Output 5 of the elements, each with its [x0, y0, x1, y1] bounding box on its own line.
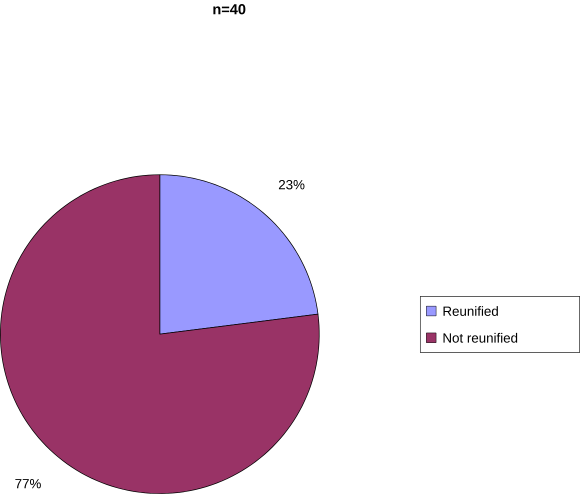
data-label: 77% — [15, 479, 41, 488]
legend-label: Not reunified — [444, 332, 518, 343]
chart-title: n=40 — [213, 4, 246, 14]
data-label: 23% — [278, 180, 304, 190]
legend-label: Reunified — [444, 306, 498, 316]
